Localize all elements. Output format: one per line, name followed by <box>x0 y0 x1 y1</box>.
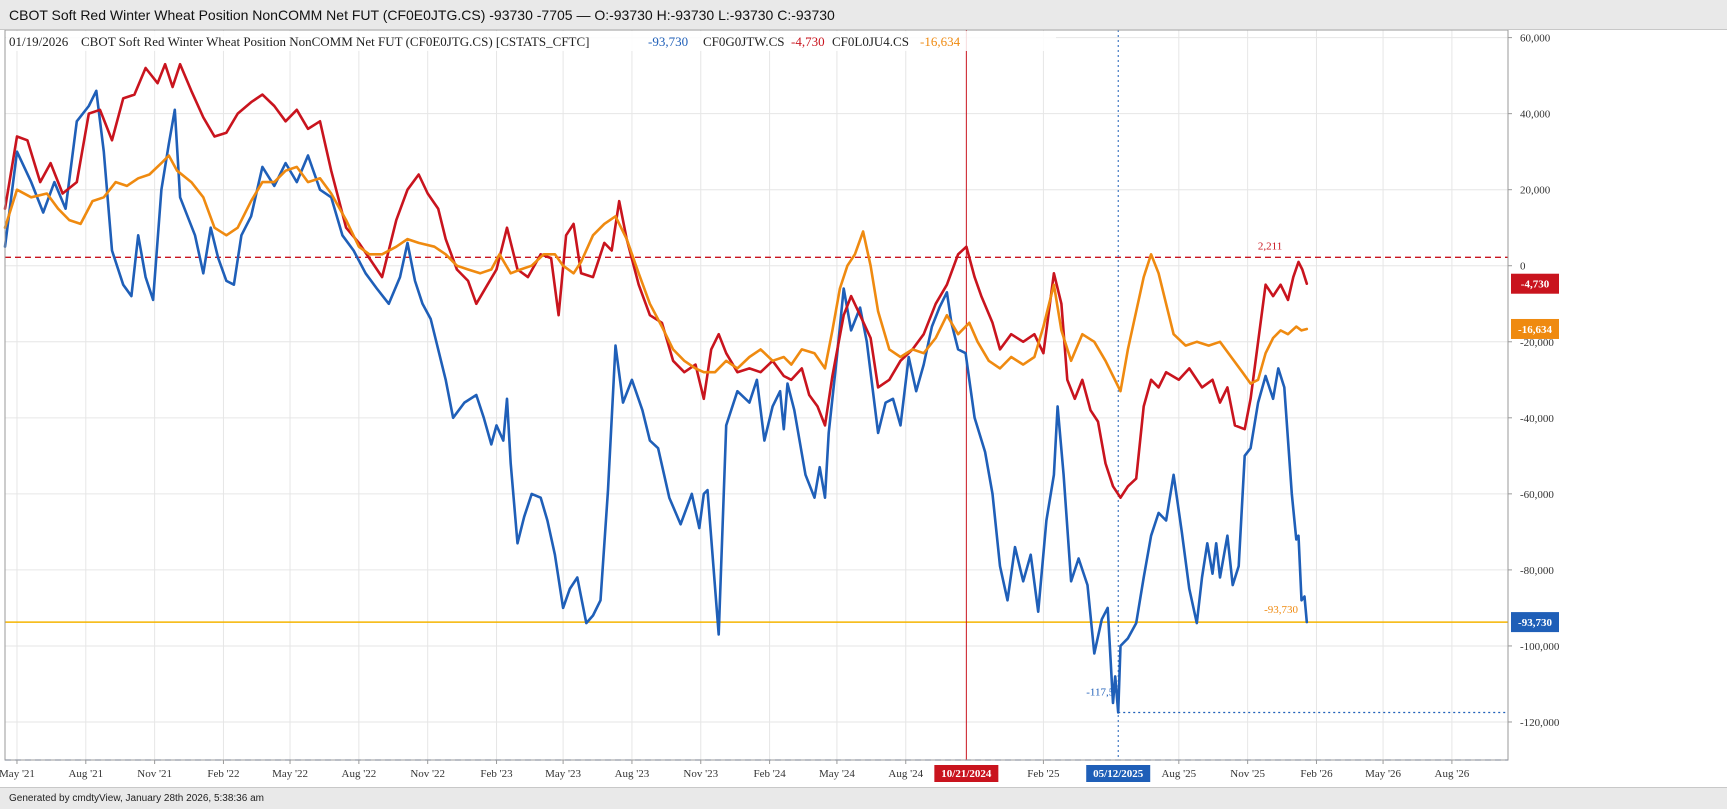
series-lines <box>3 62 1309 714</box>
price-tag-badge <box>1511 273 1559 294</box>
y-tick-label: -80,000 <box>1520 565 1554 577</box>
title-bar: CBOT Soft Red Winter Wheat Position NonC… <box>0 0 1727 30</box>
last-value-label: -93,730 <box>1264 604 1298 616</box>
x-tick-label: Nov '25 <box>1230 768 1265 780</box>
legend-main-label: CBOT Soft Red Winter Wheat Position NonC… <box>81 34 590 49</box>
x-tick-label: Aug '22 <box>342 768 377 780</box>
x-tick-label: Nov '23 <box>683 768 718 780</box>
x-tick-label: Feb '25 <box>1027 768 1060 780</box>
date-marker-badge <box>1086 765 1151 782</box>
series-line <box>3 154 1309 393</box>
date-markers <box>965 30 1119 760</box>
legend-backdrop <box>6 31 1056 51</box>
x-tick-label: Nov '21 <box>137 768 172 780</box>
series-line <box>3 62 1309 499</box>
date-marker-badge <box>934 765 999 782</box>
price-tag-label: -16,634 <box>1518 324 1552 336</box>
price-tag-label: -93,730 <box>1518 617 1552 629</box>
x-tick-label: Aug '24 <box>888 768 923 780</box>
x-tick-label: May '26 <box>1365 768 1401 780</box>
date-marker-label: 05/12/2025 <box>1093 768 1144 780</box>
legend-value-3: -16,634 <box>920 34 961 49</box>
price-tags: 2,211 -93,730 -117,5 -4,730 -16,634 -93,730 <box>1086 240 1559 698</box>
chart-canvas[interactable]: 60,000 40,000 20,000 0 -20,000 -40,000 -60,000… <box>0 30 1727 787</box>
chart-grid <box>5 30 1508 760</box>
x-tick-label: Feb '24 <box>753 768 786 780</box>
y-tick-label: 40,000 <box>1520 109 1551 121</box>
x-tick-label: Aug '25 <box>1161 768 1196 780</box>
y-tick-label: -100,000 <box>1520 641 1560 653</box>
x-tick-label: May '22 <box>272 768 308 780</box>
legend-symbol-2: CF0G0JTW.CS <box>703 34 785 49</box>
chart-legend: 01/19/2026 CBOT Soft Red Winter Wheat Po… <box>6 31 1056 51</box>
low-value-label: -117,5 <box>1086 686 1115 698</box>
y-tick-label: 60,000 <box>1520 33 1551 45</box>
x-tick-label: Feb '22 <box>207 768 239 780</box>
generated-note: Generated by cmdtyView, January 28th 202… <box>9 793 264 804</box>
axes: 60,000 40,000 20,000 0 -20,000 -40,000 -60,000… <box>0 30 1560 782</box>
legend-value-2: -4,730 <box>791 34 825 49</box>
x-tick-label: Aug '21 <box>68 768 103 780</box>
x-tick-label: May '24 <box>819 768 855 780</box>
y-tick-label: -120,000 <box>1520 717 1560 729</box>
date-marker-label: 10/21/2024 <box>941 768 992 780</box>
legend-date: 01/19/2026 <box>9 34 69 49</box>
x-tick-label: Nov '22 <box>410 768 445 780</box>
x-tick-label: Aug '23 <box>615 768 650 780</box>
price-tag-badge <box>1511 612 1559 633</box>
legend-value-main: -93,730 <box>648 34 688 49</box>
x-tick-label: Feb '23 <box>480 768 513 780</box>
y-tick-label: -40,000 <box>1520 413 1554 425</box>
x-tick-label: May '21 <box>0 768 35 780</box>
footer-bar: Generated by cmdtyView, January 28th 202… <box>0 787 1727 809</box>
x-tick-label: Feb '26 <box>1300 768 1333 780</box>
x-tick-label: May '23 <box>545 768 581 780</box>
legend-symbol-3: CF0L0JU4.CS <box>832 34 909 49</box>
y-tick-label: -60,000 <box>1520 489 1554 501</box>
x-tick-label: Aug '26 <box>1435 768 1470 780</box>
high-value-label: 2,211 <box>1258 240 1282 252</box>
y-tick-label: 0 <box>1520 261 1526 273</box>
plot-frame <box>4 30 1509 761</box>
price-tag-label: -4,730 <box>1521 279 1550 291</box>
y-tick-label: 20,000 <box>1520 185 1551 197</box>
y-tick-label: -20,000 <box>1520 337 1554 349</box>
series-line <box>3 89 1309 714</box>
window-title: CBOT Soft Red Winter Wheat Position NonC… <box>9 7 835 23</box>
price-tag-badge <box>1511 318 1559 339</box>
